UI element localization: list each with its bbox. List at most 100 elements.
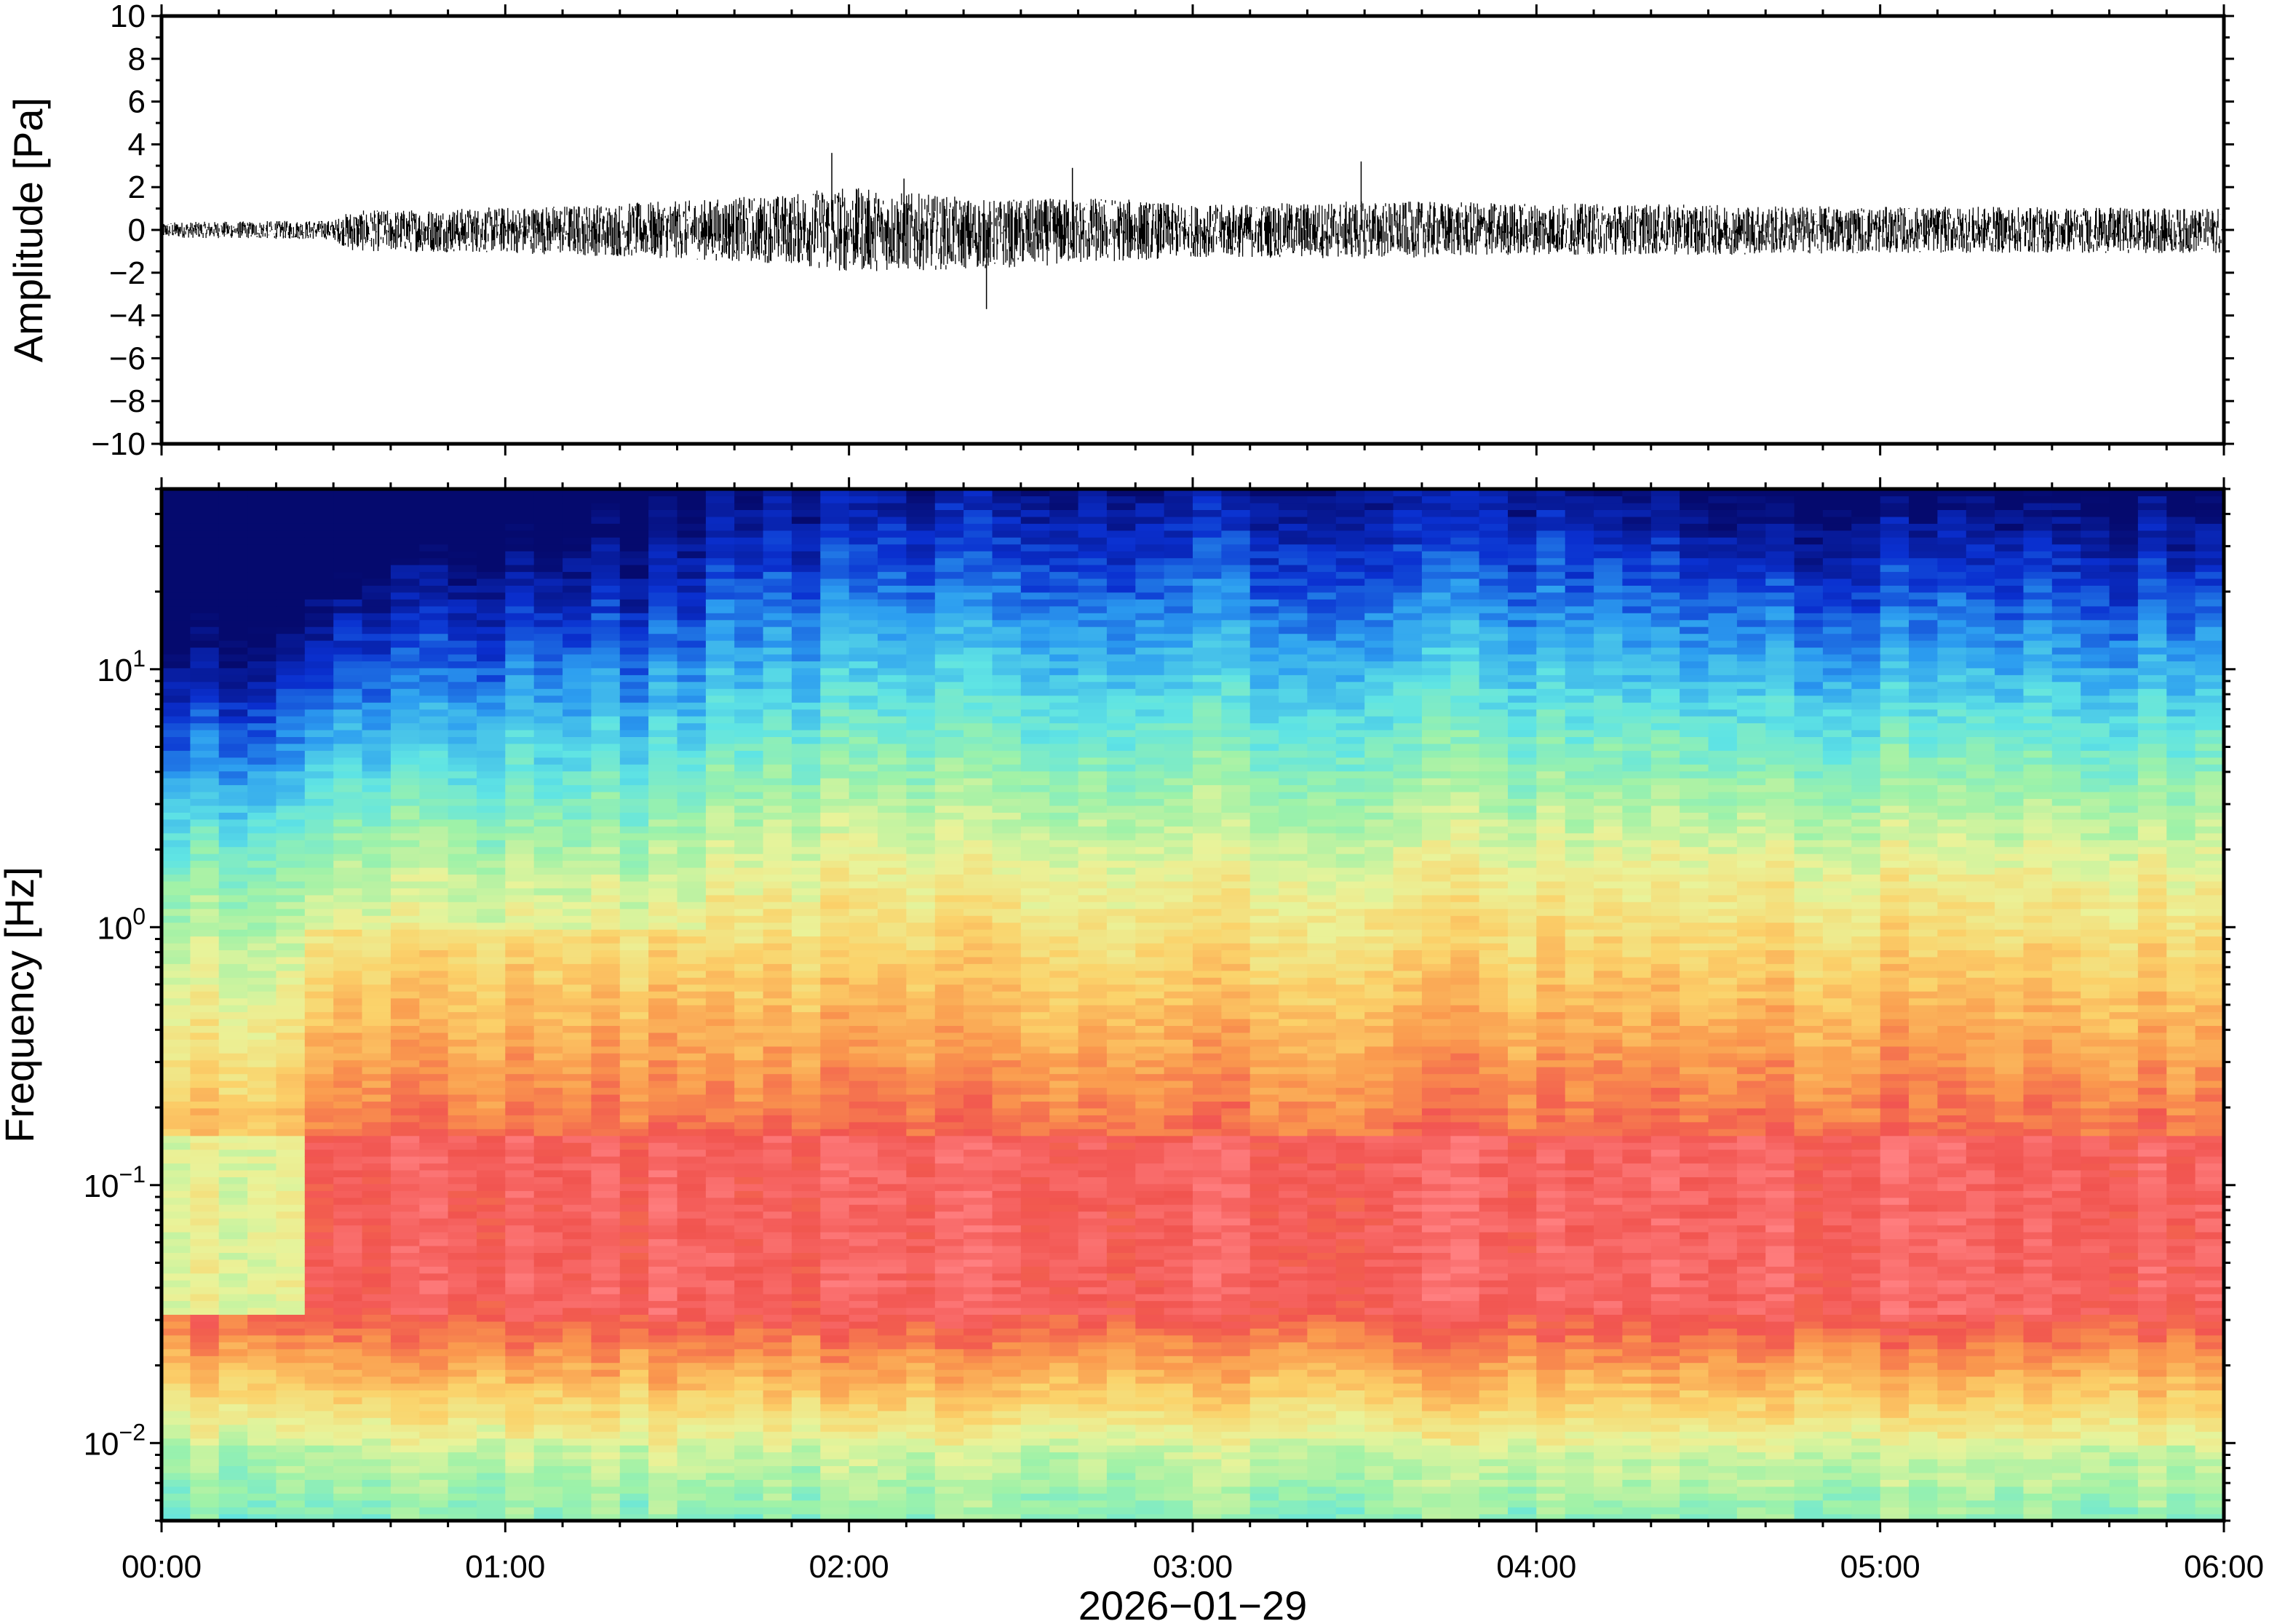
spectrogram-cell <box>390 716 420 724</box>
spectrogram-cell <box>477 901 506 909</box>
spectrogram-cell <box>963 1142 993 1150</box>
spectrogram-cell <box>849 523 878 531</box>
spectrogram-cell <box>247 1294 277 1302</box>
spectrogram-cell <box>963 1300 993 1308</box>
spectrogram-cell <box>448 1404 477 1412</box>
spectrogram-cell <box>791 1025 821 1033</box>
spectrogram-cell <box>1049 880 1079 888</box>
spectrogram-cell <box>677 551 707 559</box>
spectrogram-cell <box>563 1121 592 1129</box>
spectrogram-cell <box>190 1280 220 1288</box>
spectrogram-cell <box>734 1067 764 1075</box>
spectrogram-cell <box>878 1018 907 1026</box>
spectrogram-cell <box>1078 1156 1108 1164</box>
spectrogram-cell <box>419 578 449 586</box>
spectrogram-cell <box>390 489 420 497</box>
spectrogram-cell <box>705 1356 735 1364</box>
spectrogram-cell <box>591 1286 621 1294</box>
spectrogram-cell <box>992 1300 1022 1308</box>
spectrogram-cell <box>362 750 392 758</box>
spectrogram-cell <box>1078 1245 1108 1253</box>
spectrogram-cell <box>591 1356 621 1364</box>
spectrogram-cell <box>763 653 792 661</box>
spectrogram-cell <box>963 1356 993 1364</box>
spectrogram-cell <box>878 922 907 930</box>
spectrogram-cell <box>477 1046 506 1054</box>
spectrogram-cell <box>419 1500 449 1508</box>
spectrogram-cell <box>934 1369 964 1377</box>
spectrogram-cell <box>763 1362 792 1370</box>
spectrogram-cell <box>878 1273 907 1281</box>
spectrogram-cell <box>763 998 792 1006</box>
spectrogram-cell <box>878 1452 907 1460</box>
spectrogram-cell <box>304 613 334 621</box>
spectrogram-cell <box>591 1177 621 1185</box>
spectrogram-cell <box>505 1225 535 1233</box>
spectrogram-cell <box>477 1438 506 1446</box>
spectrogram-cell <box>619 1431 649 1439</box>
spectrogram-cell <box>304 729 334 737</box>
spectrogram-cell <box>505 1025 535 1033</box>
spectrogram-cell <box>419 626 449 634</box>
spectrogram-cell <box>677 1073 707 1081</box>
spectrogram-cell <box>619 1382 649 1390</box>
spectrogram-cell <box>963 1362 993 1370</box>
spectrogram-cell <box>963 936 993 944</box>
spectrogram-cell <box>390 1129 420 1137</box>
spectrogram-cell <box>791 1445 821 1453</box>
spectrogram-cell <box>734 1334 764 1342</box>
spectrogram-cell <box>448 888 477 896</box>
spectrogram-cell <box>218 1183 248 1191</box>
spectrogram-cell <box>648 798 678 806</box>
spectrogram-cell <box>304 1376 334 1384</box>
spectrogram-cell <box>419 1053 449 1061</box>
spectrogram-cell <box>304 1445 334 1453</box>
spectrogram-cell <box>992 523 1022 531</box>
spectrogram-cell <box>390 840 420 848</box>
spectrogram-cell <box>820 826 850 834</box>
spectrogram-cell <box>362 1163 392 1171</box>
spectrogram-cell <box>992 1142 1022 1150</box>
spectrogram-cell <box>992 736 1022 744</box>
spectrogram-cell <box>791 1101 821 1109</box>
spectrogram-cell <box>934 1059 964 1067</box>
spectrogram-cell <box>304 1245 334 1253</box>
spectrogram-cell <box>906 908 936 916</box>
spectrogram-cell <box>763 1465 792 1473</box>
spectrogram-cell <box>619 888 649 896</box>
spectrogram-cell <box>934 585 964 593</box>
spectrogram-cell <box>849 709 878 717</box>
spectrogram-cell <box>304 1142 334 1150</box>
spectrogram-cell <box>1020 1053 1050 1061</box>
spectrogram-cell <box>619 991 649 999</box>
spectrogram-cell <box>162 798 191 806</box>
spectrogram-cell <box>190 819 220 827</box>
spectrogram-cell <box>419 1445 449 1453</box>
spectrogram-cell <box>390 1431 420 1439</box>
spectrogram-cell <box>934 1452 964 1460</box>
spectrogram-cell <box>276 1472 306 1480</box>
spectrogram-cell <box>276 619 306 627</box>
spectrogram-cell <box>333 1424 363 1432</box>
spectrogram-cell <box>1020 888 1050 896</box>
spectrogram-cell <box>477 647 506 655</box>
spectrogram-cell <box>591 1218 621 1226</box>
spectrogram-cell <box>648 613 678 621</box>
spectrogram-cell <box>648 970 678 978</box>
spectrogram-cell <box>705 640 735 648</box>
spectrogram-cell <box>763 1197 792 1205</box>
spectrogram-cell <box>648 1376 678 1384</box>
spectrogram-cell <box>906 495 936 503</box>
spectrogram-cell <box>591 1087 621 1095</box>
spectrogram-cell <box>849 667 878 675</box>
spectrogram-cell <box>218 936 248 944</box>
spectrogram-cell <box>820 1513 850 1521</box>
spectrogram-cell <box>162 1479 191 1487</box>
spectrogram-cell <box>533 1005 563 1013</box>
spectrogram-cell <box>276 1107 306 1115</box>
spectrogram-cell <box>849 750 878 758</box>
spectrogram-cell <box>533 771 563 779</box>
spectrogram-cell <box>563 633 592 641</box>
spectrogram-cell <box>218 1067 248 1075</box>
spectrogram-cell <box>934 1417 964 1425</box>
